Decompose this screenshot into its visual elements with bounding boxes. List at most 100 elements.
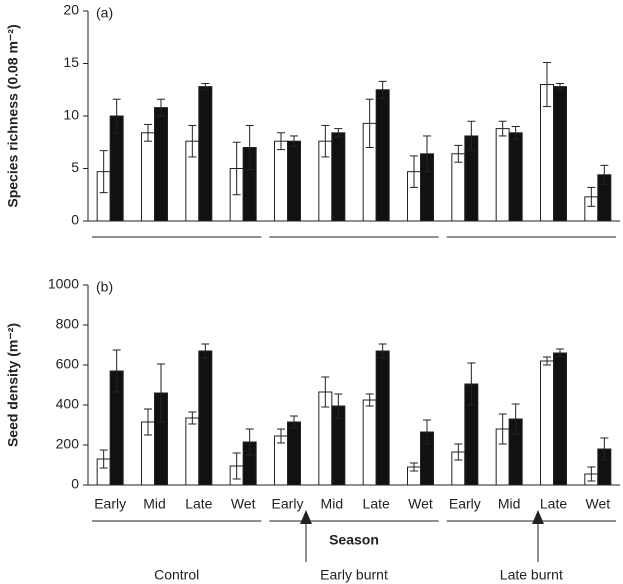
x-tick-label: Wet — [586, 496, 611, 512]
y-axis-label: Seed density (m⁻²) — [5, 323, 21, 447]
error-bar — [587, 186, 596, 207]
bar — [287, 140, 301, 222]
x-tick-label: Early — [449, 496, 481, 512]
error-bar — [543, 61, 551, 108]
error-bar — [99, 449, 108, 469]
error-bar — [290, 135, 298, 147]
bar — [553, 352, 567, 486]
error-bar — [334, 393, 343, 419]
bar — [274, 140, 288, 222]
bar — [154, 107, 168, 222]
x-tick-label: Mid — [498, 496, 521, 512]
group-label: Late burnt — [500, 567, 563, 583]
y-tick-label: 200 — [56, 436, 80, 452]
arrow — [532, 510, 544, 562]
x-tick-label: Wet — [231, 496, 256, 512]
error-bar — [334, 128, 343, 138]
panel-label: (a) — [96, 5, 113, 21]
error-bar — [410, 462, 418, 472]
error-bar — [321, 124, 330, 158]
x-tick-label: Early — [94, 496, 126, 512]
error-bar — [511, 126, 520, 140]
bar — [451, 153, 466, 222]
group-label: Control — [154, 567, 199, 583]
error-bar — [144, 408, 152, 436]
error-bar — [201, 343, 210, 359]
error-bar — [511, 403, 520, 435]
bar — [375, 89, 390, 222]
x-tick-label: Wet — [408, 496, 433, 512]
error-bar — [498, 120, 507, 137]
error-bar — [277, 428, 285, 444]
error-bar — [378, 80, 387, 99]
y-tick-label: 800 — [56, 316, 80, 332]
panel-label: (b) — [96, 279, 113, 295]
error-bar — [556, 348, 564, 358]
error-bar — [321, 376, 330, 408]
error-bar — [188, 411, 197, 425]
y-tick-label: 20 — [63, 2, 79, 18]
bar — [362, 399, 377, 486]
bar — [553, 86, 567, 222]
error-bar — [600, 437, 609, 461]
error-bar — [188, 124, 197, 158]
x-tick-label: Mid — [143, 496, 166, 512]
error-bar — [144, 123, 152, 142]
error-bar — [365, 98, 374, 148]
bar — [185, 417, 200, 486]
bar — [540, 360, 554, 486]
bar — [508, 132, 523, 222]
error-bar — [112, 349, 121, 393]
error-bar — [600, 164, 609, 185]
error-bar — [112, 98, 121, 134]
error-bar — [587, 466, 596, 482]
error-bar — [467, 120, 476, 152]
x-tick-label: Late — [363, 496, 390, 512]
y-tick-label: 0 — [71, 212, 79, 228]
y-tick-label: 400 — [56, 396, 80, 412]
y-tick-label: 0 — [71, 476, 79, 492]
error-bar — [467, 362, 476, 406]
y-tick-label: 10 — [63, 107, 79, 123]
group-label: Early burnt — [320, 567, 388, 583]
error-bar — [423, 135, 431, 173]
bar — [141, 132, 155, 222]
error-bar — [556, 82, 564, 91]
error-bar — [290, 415, 298, 429]
x-axis-label: Season — [329, 532, 379, 548]
error-bar — [365, 393, 374, 407]
error-bar — [410, 155, 418, 188]
error-bar — [232, 452, 241, 480]
error-bar — [277, 132, 285, 151]
error-bar — [245, 428, 254, 456]
bar — [495, 128, 510, 222]
y-tick-label: 1000 — [48, 276, 79, 292]
error-bar — [454, 443, 463, 461]
bar — [198, 86, 213, 222]
x-tick-label: Mid — [321, 496, 344, 512]
error-bar — [157, 98, 165, 117]
x-tick-label: Late — [540, 496, 567, 512]
arrow — [300, 510, 312, 562]
bar — [287, 421, 301, 486]
error-bar — [201, 82, 210, 91]
error-bar — [543, 356, 551, 366]
bar — [198, 350, 213, 486]
error-bar — [454, 144, 463, 163]
error-bar — [157, 363, 165, 423]
bar — [331, 132, 346, 222]
y-tick-label: 600 — [56, 356, 80, 372]
error-bar — [232, 141, 241, 196]
error-bar — [378, 343, 387, 359]
error-bar — [423, 419, 431, 445]
error-bar — [498, 413, 507, 445]
bar — [375, 350, 390, 486]
x-tick-label: Early — [272, 496, 304, 512]
error-bar — [245, 124, 254, 171]
error-bar — [99, 150, 108, 194]
x-tick-label: Late — [185, 496, 212, 512]
y-tick-label: 5 — [71, 159, 79, 175]
y-tick-label: 15 — [63, 54, 79, 70]
